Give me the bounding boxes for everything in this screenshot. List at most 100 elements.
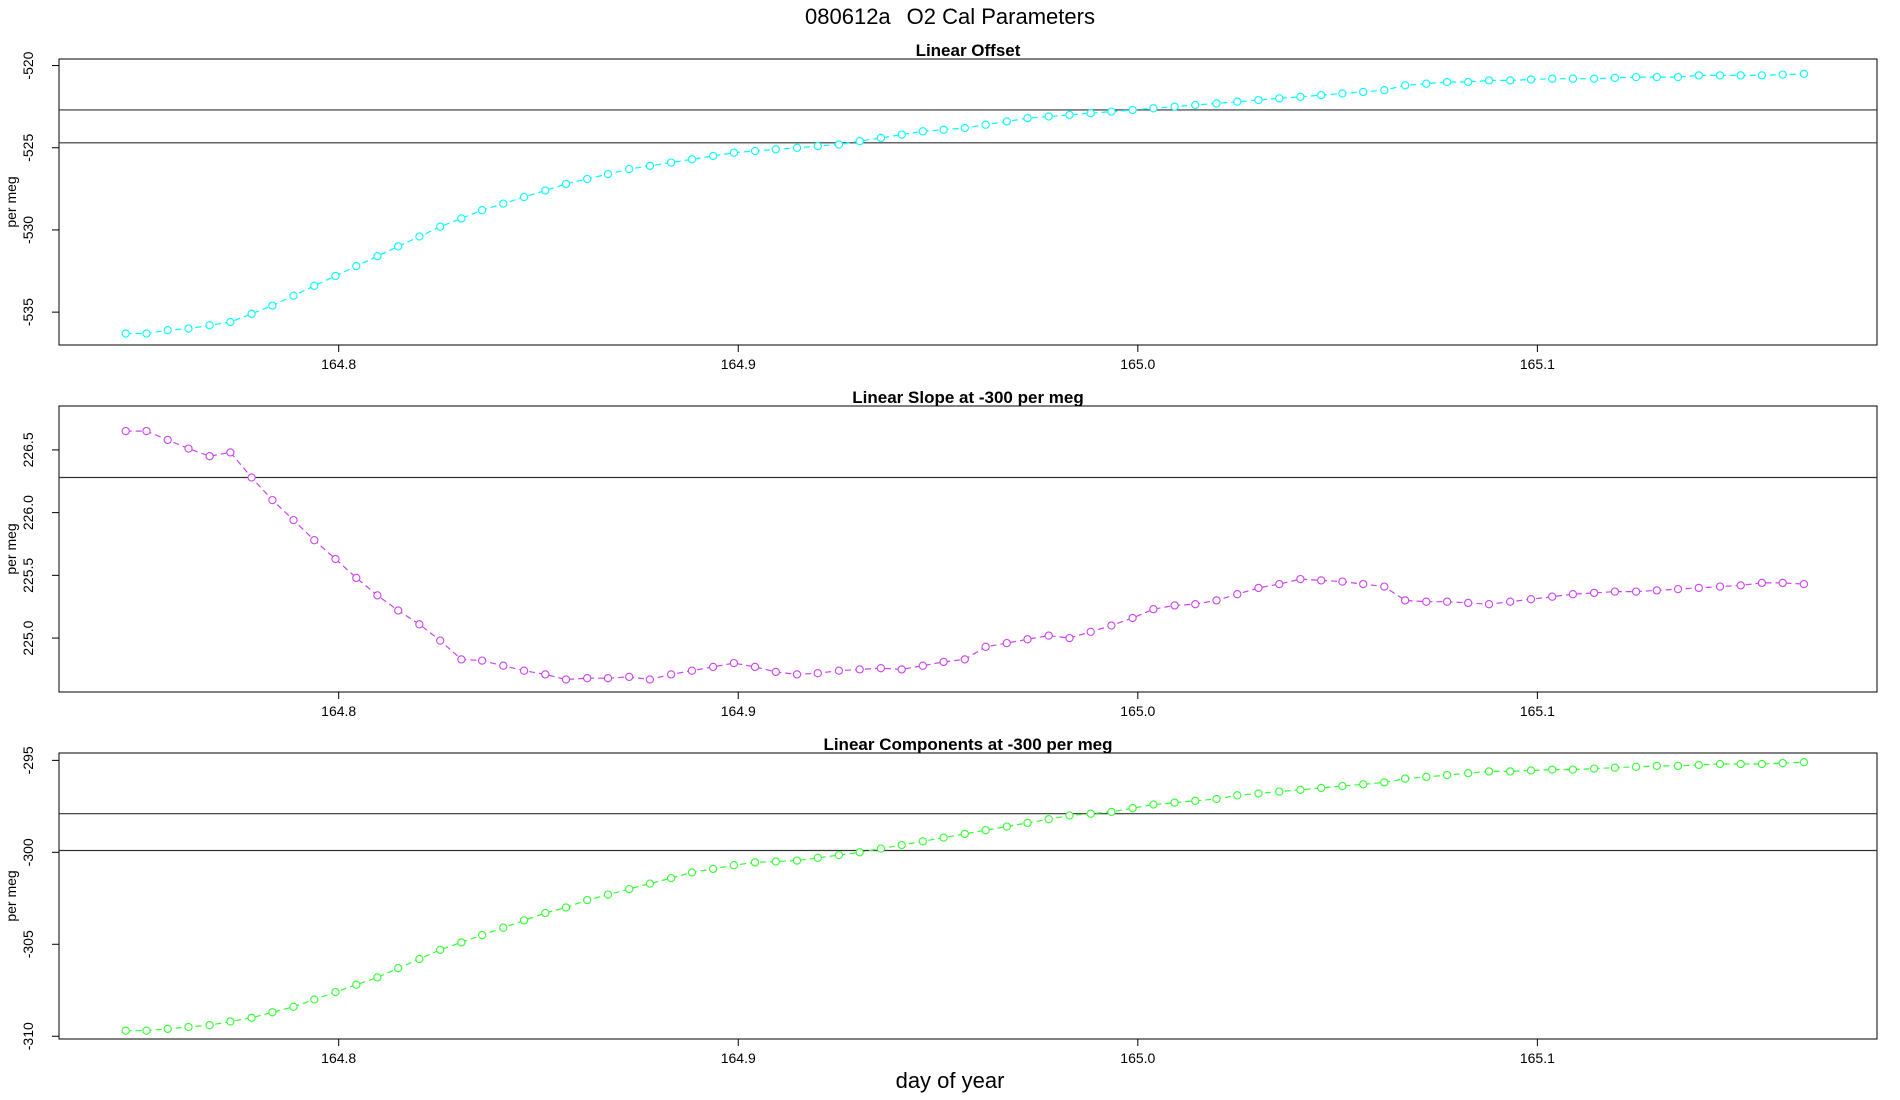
panel-1-data-point bbox=[457, 214, 466, 223]
panel-2-data-point bbox=[1296, 574, 1305, 584]
panel-3-data-point bbox=[834, 850, 844, 860]
panel-1-data-point bbox=[247, 309, 256, 318]
panel-1-data-point bbox=[1484, 76, 1494, 85]
panel-1-data-point bbox=[1778, 70, 1787, 79]
panel-1-data-point bbox=[1170, 102, 1179, 111]
panel-1-data-point bbox=[939, 125, 948, 134]
panel-1-data-point bbox=[142, 329, 151, 338]
panel-1-data-point bbox=[1128, 105, 1137, 115]
panel-2-data-point bbox=[708, 662, 718, 672]
panel-3-data-point bbox=[1170, 798, 1179, 807]
panel-2-data-point bbox=[541, 670, 550, 679]
panel-3-data-point bbox=[750, 858, 760, 867]
panel-2-data-point bbox=[750, 662, 760, 672]
panel-3-data-point bbox=[1799, 758, 1809, 767]
panel-3-data-point bbox=[1023, 818, 1032, 828]
panel-2-data-point bbox=[1170, 601, 1179, 610]
panel-3-y-tick-label-4: -310 bbox=[20, 1022, 36, 1050]
panel-3-data-point bbox=[792, 856, 802, 865]
panel-1-data-point bbox=[918, 127, 927, 136]
panel-2-data-point bbox=[625, 672, 634, 682]
panel-3-data-point bbox=[1464, 769, 1473, 778]
panel-1-data-point bbox=[1568, 74, 1578, 83]
panel-1-data-point bbox=[750, 146, 760, 156]
panel-2-data-point bbox=[645, 675, 655, 684]
panel-1-data-point bbox=[981, 120, 990, 129]
panel-1-data-point bbox=[1044, 112, 1053, 121]
panel-2-data-point bbox=[771, 667, 780, 677]
panel-1-data-point bbox=[1359, 87, 1368, 97]
panel-2-data-point bbox=[1023, 635, 1032, 644]
panel-2-data-point bbox=[1548, 592, 1557, 601]
panel-2-data-point bbox=[226, 448, 235, 457]
panel-3-data-point bbox=[813, 853, 822, 862]
panel-1-data-point bbox=[499, 199, 508, 208]
panel-3-data-point bbox=[310, 995, 319, 1004]
panel-3-data-point bbox=[645, 879, 655, 888]
panel-3-data-point bbox=[687, 868, 697, 877]
panel-1-data-point bbox=[415, 232, 424, 241]
panel-2-data-point bbox=[729, 658, 739, 668]
panel-2-data-point bbox=[1673, 584, 1683, 594]
panel-3-y-tick-label-2: -300 bbox=[20, 838, 36, 866]
panel-3-data-point bbox=[1254, 789, 1263, 798]
panel-2-data-point bbox=[519, 666, 529, 675]
panel-3-data-point bbox=[583, 895, 592, 905]
panel-2-frame bbox=[58, 405, 1878, 693]
panel-2-data-point bbox=[1191, 600, 1200, 609]
panel-3-data-point bbox=[625, 884, 634, 894]
panel-3-data-point bbox=[1002, 822, 1011, 831]
panel-2-data-point bbox=[394, 606, 403, 615]
panel-2-data-point bbox=[142, 426, 151, 436]
panel-3-data-point bbox=[1296, 785, 1305, 794]
panel-2-data-point bbox=[1464, 598, 1473, 608]
panel-1-data-point bbox=[1400, 81, 1410, 90]
panel-2-data-point bbox=[1526, 595, 1536, 604]
panel-3-data-point bbox=[289, 1002, 298, 1011]
panel-2-data-point bbox=[1799, 579, 1809, 589]
panel-3-data-point bbox=[897, 840, 906, 850]
panel-2-data-point bbox=[1422, 597, 1431, 606]
panel-2-data-point bbox=[939, 657, 948, 667]
panel-2-x-tick-label-2: 164.9 bbox=[721, 703, 756, 719]
panel-1-data-point bbox=[708, 151, 718, 161]
panel-3-data-point bbox=[541, 908, 550, 918]
panel-3-data-point bbox=[1778, 758, 1787, 768]
panel-3-data-point bbox=[771, 857, 780, 866]
panel-3-data-point bbox=[1044, 815, 1053, 824]
panel-2-data-point bbox=[1610, 587, 1620, 596]
panel-2-data-point bbox=[1380, 582, 1389, 591]
panel-2-data-point bbox=[1128, 613, 1137, 623]
panel-1-data-point bbox=[876, 133, 886, 143]
panel-3-y-tick-label-1: -295 bbox=[20, 746, 36, 774]
panel-1-x-tick-label-2: 164.9 bbox=[721, 356, 756, 372]
panel-3-data-point bbox=[331, 987, 340, 997]
panel-1-data-point bbox=[960, 123, 969, 133]
panel-1-data-point bbox=[541, 186, 550, 195]
panel-3-data-point bbox=[1212, 794, 1221, 804]
panel-1-data-point bbox=[666, 158, 676, 167]
panel-3-data-point bbox=[121, 1026, 130, 1035]
panel-3-data-point bbox=[1548, 765, 1557, 774]
panel-3-x-tick-label-1: 164.8 bbox=[321, 1050, 356, 1066]
panel-1-frame bbox=[58, 58, 1878, 346]
panel-3-data-point bbox=[1086, 809, 1095, 818]
panel-1-data-point bbox=[1191, 100, 1200, 110]
panel-3-data-point bbox=[1673, 761, 1683, 771]
panel-3-data-point bbox=[1359, 780, 1368, 789]
panel-1-y-tick-label-4: -535 bbox=[20, 298, 36, 326]
panel-2-data-point bbox=[415, 620, 424, 629]
panel-2-data-point bbox=[666, 670, 676, 679]
panel-1-data-point bbox=[1149, 104, 1158, 113]
panel-2-data-point bbox=[1359, 579, 1368, 589]
panel-2-x-tick-label-3: 165.0 bbox=[1120, 703, 1155, 719]
panel-1-data-point bbox=[477, 206, 487, 215]
panel-1-data-point bbox=[1023, 114, 1032, 123]
panel-3-data-point bbox=[184, 1022, 193, 1032]
panel-3-data-point bbox=[1736, 759, 1745, 769]
panel-2-data-point bbox=[981, 642, 990, 651]
panel-3-data-point bbox=[352, 980, 361, 989]
panel-3-x-tick-label-4: 165.1 bbox=[1520, 1050, 1555, 1066]
panel-1-data-point bbox=[121, 329, 130, 338]
